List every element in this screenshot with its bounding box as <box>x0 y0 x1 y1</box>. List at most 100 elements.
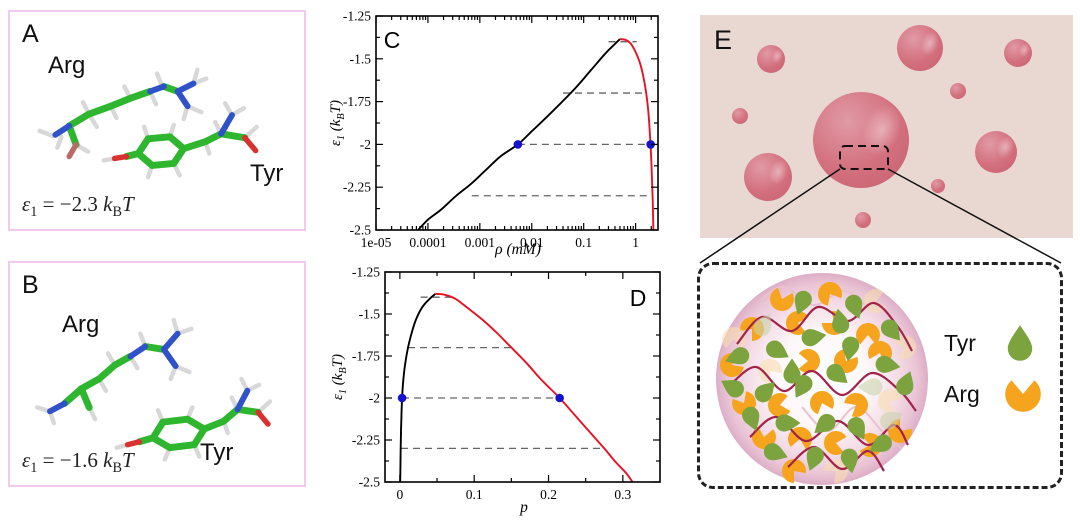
condensate-illustration <box>716 273 928 485</box>
plot-c-binding-energy-vs-density: 1e-05 0.0001 0.001 0.01 0.1 1 -1.25 -1.5 -1.75 -2… <box>343 9 659 258</box>
arg-pacman-marker <box>782 459 806 483</box>
tyr-drop-icon <box>1007 325 1033 361</box>
epsilon-formula-b: ε1 = −1.6 kBT <box>22 447 134 476</box>
bond-g <box>61 385 85 407</box>
legend: Tyr Arg <box>944 323 1042 413</box>
y-tick-label: -1.25 <box>343 9 371 24</box>
arg-pacman-marker <box>817 282 842 306</box>
bond-n <box>46 400 68 415</box>
bond-n <box>52 122 73 138</box>
panel-letter: D <box>630 285 647 311</box>
legend-tyr-label: Tyr <box>944 329 976 356</box>
bond-g <box>107 94 134 110</box>
droplet <box>931 179 945 193</box>
bond-g <box>234 405 262 416</box>
legend-row-arg: Arg <box>944 375 1042 413</box>
y-tick-label: -2.25 <box>343 180 371 195</box>
droplet <box>744 153 793 201</box>
bond-n <box>160 330 181 353</box>
tyr-drop-marker <box>766 340 789 358</box>
bond-g <box>200 417 228 433</box>
y-tick-label: -2.25 <box>352 433 380 448</box>
panel-b-letter: B <box>22 271 39 299</box>
arg-pacman-icon <box>1005 380 1041 412</box>
tyr-drop-marker <box>725 347 750 365</box>
arg-pacman-marker <box>823 431 847 455</box>
tyr-drop-marker <box>847 417 865 440</box>
tyr-drop-marker <box>880 319 901 341</box>
tyr-drop-marker <box>721 380 744 398</box>
droplet <box>855 212 871 228</box>
panel-b: B Arg Tyr ε1 = −1.6 kBT <box>8 261 306 487</box>
tyr-drop-marker <box>783 358 801 384</box>
arg-pacman-marker <box>798 349 820 373</box>
bond-g <box>65 110 93 130</box>
bond-g <box>166 441 198 452</box>
legend-arg-label: Arg <box>944 380 980 407</box>
panel-letter: C <box>384 27 401 53</box>
arg-pacman-marker <box>810 390 834 415</box>
tyr-label-b: Tyr <box>200 439 234 466</box>
x-tick-label: 0.01 <box>520 235 544 250</box>
droplet-highlight <box>768 46 786 66</box>
y-tick-label: -1.5 <box>350 51 372 66</box>
bond-g <box>148 159 178 169</box>
bond-o <box>124 439 143 448</box>
coexistence-point <box>646 140 655 149</box>
tyr-drop-marker <box>753 313 771 336</box>
bond-g <box>144 133 174 143</box>
x-axis-label: ρ (mM) <box>494 241 541 258</box>
bond-g <box>85 102 115 118</box>
plot-c-ylabel: ε1 (kBT) <box>328 100 347 147</box>
plot-d-ylabel: ε1 (kBT) <box>330 354 349 401</box>
droplet-highlight <box>1015 40 1033 60</box>
polymer-chain <box>787 445 885 472</box>
bond-g <box>65 122 80 149</box>
coexistence-point <box>555 393 564 403</box>
arg-label-b: Arg <box>62 311 100 338</box>
dilute-branch-curve <box>417 38 621 231</box>
y-tick-label: -2 <box>360 137 371 152</box>
droplet-highlight <box>992 132 1018 162</box>
arg-tyr-structure-a <box>37 67 259 180</box>
bond-r <box>66 141 79 160</box>
tyr-drop-marker <box>763 443 788 461</box>
droplet <box>975 131 1018 173</box>
arg-pacman-marker <box>892 335 917 359</box>
tyr-drop-marker <box>842 336 860 362</box>
x-tick-label: 1e-05 <box>361 235 392 250</box>
bond-h <box>154 71 165 88</box>
plot-d-binding-energy-vs-p: 0 0.1 0.2 0.3 -1.25 -1.5 -1.75 -2 -2.25 -2.5 p D <box>352 265 661 516</box>
tyr-drop-marker <box>896 371 914 396</box>
droplet <box>757 45 786 73</box>
bond-n <box>218 112 235 137</box>
tyr-drop-marker <box>775 414 801 432</box>
tyr-drop-marker <box>754 382 775 403</box>
bond-h <box>55 134 64 150</box>
bond-o <box>255 409 271 427</box>
y-tick-label: -1.25 <box>352 265 380 280</box>
y-tick-label: -2.5 <box>350 223 372 238</box>
y-tick-label: -1.75 <box>343 94 371 109</box>
panel-a-letter: A <box>22 20 39 48</box>
droplet <box>813 92 911 188</box>
arg-pacman-glyph <box>1005 380 1041 412</box>
bond-g <box>77 385 93 411</box>
bond-o <box>111 153 130 162</box>
bond-n <box>160 346 179 370</box>
bond-n <box>147 83 167 95</box>
droplet <box>950 83 966 99</box>
droplet <box>732 108 748 124</box>
coexistence-point <box>513 140 523 149</box>
arg-pacman-marker <box>856 322 880 345</box>
bond-g <box>111 352 134 369</box>
dense-branch-curve <box>619 38 655 231</box>
arg-pacman-marker <box>722 326 746 349</box>
y-tick-label: -2 <box>369 391 380 406</box>
x-axis-label: p <box>519 499 528 516</box>
tyr-drop-marker <box>857 378 883 396</box>
dilute-branch-curve <box>399 293 437 483</box>
arg-pacman-marker <box>770 287 794 312</box>
bond-g <box>180 138 209 153</box>
bond-n <box>234 387 251 413</box>
